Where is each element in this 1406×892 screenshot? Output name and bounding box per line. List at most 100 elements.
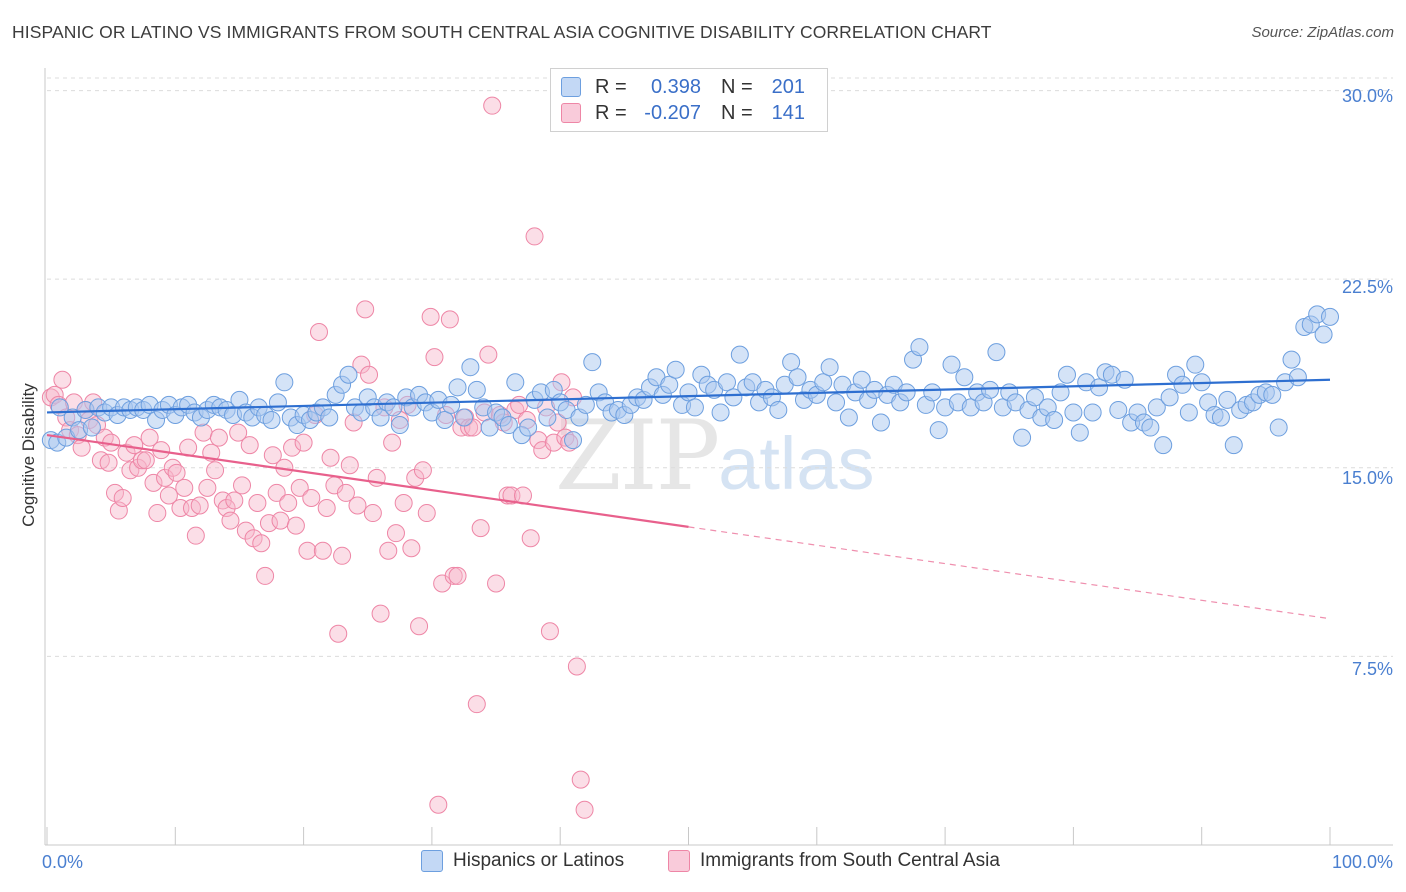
- legend-r-value: 0.398: [650, 75, 701, 98]
- data-point-hispanic: [583, 353, 602, 372]
- data-point-hispanic: [1064, 403, 1083, 422]
- data-point-south-central-asia: [136, 451, 155, 470]
- data-point-hispanic: [480, 418, 499, 437]
- y-axis-label: Cognitive Disability: [19, 383, 38, 527]
- data-point-hispanic: [371, 408, 390, 427]
- data-point-south-central-asia: [421, 307, 440, 326]
- data-point-south-central-asia: [198, 478, 217, 497]
- data-point-south-central-asia: [156, 468, 175, 487]
- data-point-south-central-asia: [448, 566, 467, 585]
- data-point-hispanic: [1314, 325, 1333, 344]
- data-point-hispanic: [820, 358, 839, 377]
- bottom-legend-label: Hispanics or Latinos: [453, 850, 625, 871]
- data-point-hispanic: [1186, 355, 1205, 374]
- data-point-hispanic: [390, 416, 409, 435]
- data-point-hispanic: [1013, 428, 1032, 447]
- data-point-hispanic: [448, 378, 467, 397]
- data-point-hispanic: [942, 355, 961, 374]
- data-point-south-central-asia: [406, 468, 425, 487]
- data-point-south-central-asia: [206, 461, 225, 480]
- stats-legend: R = 0.398 N = 201 R = -0.207 N = 141: [550, 68, 828, 132]
- data-point-south-central-asia: [290, 478, 309, 497]
- data-point-hispanic: [981, 380, 1000, 399]
- y-tick-label: 15.0%: [1341, 468, 1393, 488]
- data-point-south-central-asia: [544, 433, 563, 452]
- data-point-hispanic: [1263, 385, 1282, 404]
- data-point-south-central-asia: [190, 496, 209, 515]
- data-point-south-central-asia: [379, 541, 398, 560]
- data-point-south-central-asia: [467, 695, 486, 714]
- data-point-hispanic: [711, 403, 730, 422]
- data-point-south-central-asia: [525, 227, 544, 246]
- trend-line-south-central-asia-projection: [688, 526, 1331, 620]
- data-point-south-central-asia: [271, 511, 290, 530]
- data-point-hispanic: [1288, 368, 1307, 387]
- data-point-hispanic: [461, 358, 480, 377]
- data-point-south-central-asia: [383, 433, 402, 452]
- data-point-south-central-asia: [279, 493, 298, 512]
- data-point-hispanic: [1051, 383, 1070, 402]
- data-point-hispanic: [987, 343, 1006, 362]
- trend-line-hispanic: [46, 378, 1331, 414]
- data-point-hispanic: [839, 408, 858, 427]
- data-point-south-central-asia: [267, 483, 286, 502]
- legend-n-value: 141: [771, 101, 805, 124]
- data-point-hispanic: [897, 383, 916, 402]
- data-point-hispanic: [1083, 403, 1102, 422]
- data-point-south-central-asia: [321, 448, 340, 467]
- y-tick-label: 7.5%: [1351, 659, 1393, 679]
- data-point-south-central-asia: [144, 473, 163, 492]
- data-point-hispanic: [827, 393, 846, 412]
- data-point-south-central-asia: [221, 511, 240, 530]
- data-point-south-central-asia: [117, 443, 136, 462]
- data-point-hispanic: [929, 421, 948, 440]
- data-point-hispanic: [1025, 388, 1044, 407]
- data-point-south-central-asia: [313, 541, 332, 560]
- data-point-hispanic: [730, 345, 749, 364]
- data-point-south-central-asia: [471, 519, 490, 538]
- data-point-hispanic: [782, 353, 801, 372]
- data-point-south-central-asia: [229, 423, 248, 442]
- data-point-south-central-asia: [317, 499, 336, 518]
- data-point-south-central-asia: [336, 483, 355, 502]
- data-point-south-central-asia: [444, 566, 463, 585]
- data-point-south-central-asia: [521, 529, 540, 548]
- data-point-south-central-asia: [529, 431, 548, 450]
- data-point-hispanic: [1147, 398, 1166, 417]
- data-point-south-central-asia: [298, 541, 317, 560]
- data-point-hispanic: [82, 418, 101, 437]
- data-point-hispanic: [1160, 388, 1179, 407]
- data-point-south-central-asia: [429, 795, 448, 814]
- data-point-south-central-asia: [540, 622, 559, 641]
- data-point-hispanic: [1057, 365, 1076, 384]
- chart-title: HISPANIC OR LATINO VS IMMIGRANTS FROM SO…: [12, 22, 992, 42]
- data-point-hispanic: [454, 408, 473, 427]
- data-point-hispanic: [910, 338, 929, 357]
- data-point-south-central-asia: [413, 461, 432, 480]
- data-point-south-central-asia: [259, 514, 278, 533]
- data-point-hispanic: [519, 418, 538, 437]
- x-tick-label: 100.0%: [1331, 852, 1393, 872]
- data-point-hispanic: [685, 398, 704, 417]
- data-point-south-central-asia: [140, 428, 159, 447]
- data-point-south-central-asia: [386, 524, 405, 543]
- data-point-hispanic: [871, 413, 890, 432]
- bottom-legend-hispanic: Hispanics or Latinos: [421, 850, 624, 872]
- data-point-hispanic: [1282, 350, 1301, 369]
- data-point-south-central-asia: [125, 436, 144, 455]
- data-point-south-central-asia: [194, 423, 213, 442]
- data-point-hispanic: [724, 388, 743, 407]
- trend-line-south-central-asia: [46, 434, 689, 528]
- data-point-south-central-asia: [256, 566, 275, 585]
- data-point-hispanic: [1109, 400, 1128, 419]
- data-point-south-central-asia: [360, 365, 379, 384]
- data-point-hispanic: [788, 368, 807, 387]
- data-point-hispanic: [442, 395, 461, 414]
- data-point-south-central-asia: [113, 488, 132, 507]
- data-point-south-central-asia: [233, 476, 252, 495]
- data-point-south-central-asia: [510, 395, 529, 414]
- data-point-hispanic: [923, 383, 942, 402]
- data-point-south-central-asia: [363, 504, 382, 523]
- data-point-hispanic: [262, 411, 281, 430]
